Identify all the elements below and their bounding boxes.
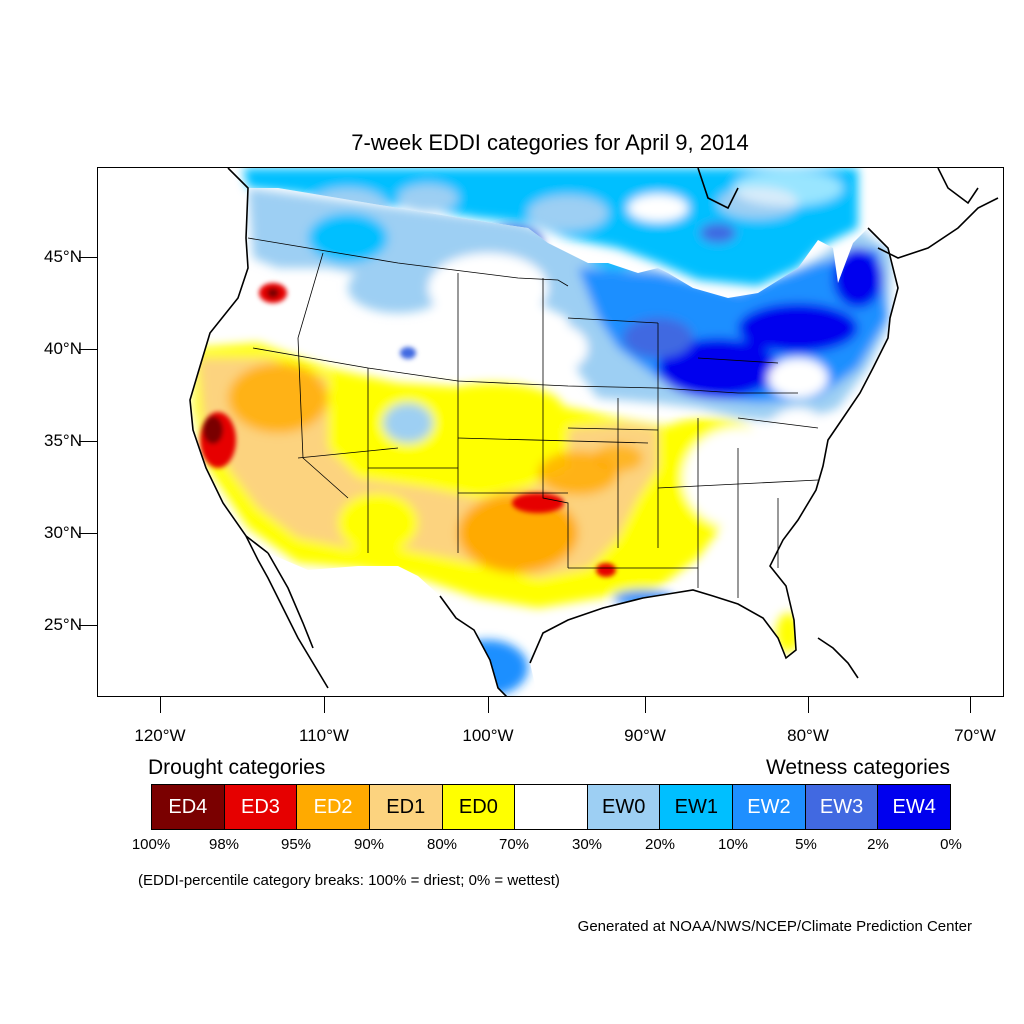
map-title: 7-week EDDI categories for April 9, 2014 [351,130,749,155]
wetness-categories-title: Wetness categories [765,756,950,779]
credit-line: Generated at NOAA/NWS/NCEP/Climate Predi… [577,918,972,935]
lon-tick-90 [645,697,646,713]
lat-label-30: 30°N [44,523,82,542]
lon-label-100: 100°W [462,726,514,745]
legend-box-ew0: EW0 [587,785,661,829]
lat-tick-45 [79,257,97,258]
legend-box-ew4: EW4 [878,785,951,829]
legend-box-ed2: ED2 [297,785,370,829]
lon-tick-120 [160,697,161,713]
lon-label-110: 110°W [299,726,349,745]
lon-label-80: 80°W [787,726,829,745]
lat-tick-35 [79,441,97,442]
lat-label-40: 40°N [44,339,82,358]
pct-label: 90% [353,836,385,853]
pct-label: 0% [940,836,962,853]
lon-label-90: 90°W [624,726,666,745]
lat-tick-25 [79,625,97,626]
lat-label-25: 25°N [44,615,82,634]
pct-label: 80% [426,836,458,853]
lat-label-35: 35°N [44,431,82,450]
pct-label: 98% [208,836,240,853]
lat-tick-40 [79,349,97,350]
pct-label: 2% [867,836,889,853]
lon-tick-70 [970,697,971,713]
eddi-map [189,168,999,696]
lon-tick-110 [324,697,325,713]
pct-label: 100% [131,836,171,853]
pct-label: 5% [795,836,817,853]
legend-box-ew1: EW1 [660,785,734,829]
pct-label: 70% [498,836,530,853]
pct-label: 95% [280,836,312,853]
map-frame [97,167,1004,697]
lat-label-45: 45°N [44,247,82,266]
drought-categories-title: Drought categories [148,756,326,779]
legend-box-ed0: ED0 [442,785,516,829]
lon-label-120: 120°W [134,726,186,745]
lon-tick-100 [488,697,489,713]
legend-box-ed1: ED1 [369,785,443,829]
legend-box-ew3: EW3 [805,785,879,829]
pct-label: 30% [571,836,603,853]
percentile-note: (EDDI-percentile category breaks: 100% =… [138,872,560,889]
legend-box-normal [515,785,588,829]
legend-box-ew2: EW2 [733,785,806,829]
legend-box-ed3: ED3 [224,785,298,829]
legend-box-ed4: ED4 [152,785,225,829]
pct-label: 20% [644,836,676,853]
lon-tick-80 [808,697,809,713]
legend-bar: ED4 ED3 ED2 ED1 ED0 EW0 EW1 EW2 EW3 EW4 [151,784,951,830]
pct-label: 10% [717,836,749,853]
lon-label-70: 70°W [954,726,996,745]
lat-tick-30 [79,533,97,534]
